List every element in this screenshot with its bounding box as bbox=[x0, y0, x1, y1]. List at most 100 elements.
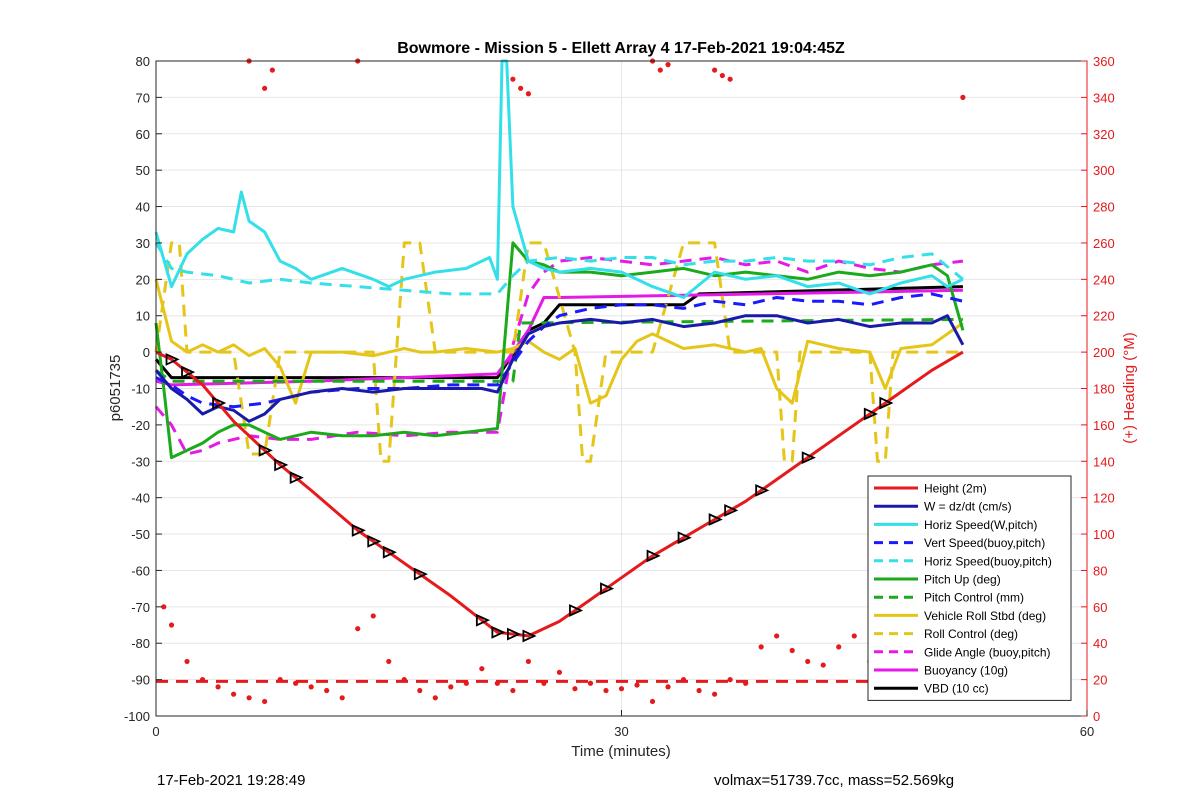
height-marker bbox=[522, 629, 537, 643]
heading-point bbox=[293, 680, 299, 686]
height-marker bbox=[801, 451, 816, 465]
right-axis: 3603403203002802602402202001801601401201… bbox=[1081, 54, 1115, 724]
left-axis: 80 70 60 50 40 30 20 10 0 -10 -20 -30 -40 -50 -60 -70 -8… bbox=[124, 54, 162, 724]
height-marker bbox=[677, 531, 692, 545]
heading-point bbox=[184, 658, 190, 665]
heading-point bbox=[417, 687, 423, 694]
heading-point bbox=[401, 677, 407, 683]
heading-point bbox=[479, 666, 485, 672]
height-marker bbox=[274, 458, 289, 472]
x-axis-label: Time (minutes) bbox=[571, 743, 670, 760]
heading-point bbox=[836, 644, 842, 650]
height-marker bbox=[351, 524, 366, 537]
y-axis-label-right: (+) Heading (°M) bbox=[1121, 332, 1138, 443]
heading-point bbox=[510, 687, 516, 694]
left-tick-label: 80 bbox=[136, 54, 150, 69]
right-tick-label: 360 bbox=[1093, 54, 1115, 69]
legend-label: Height (2m) bbox=[924, 482, 987, 496]
heading-point bbox=[805, 658, 811, 665]
heading-point bbox=[199, 677, 206, 683]
right-tick-label: 220 bbox=[1093, 309, 1115, 324]
height-marker bbox=[413, 567, 428, 581]
height-marker bbox=[646, 549, 661, 563]
heading-point bbox=[230, 691, 237, 697]
left-tick-label: 0 bbox=[143, 345, 150, 360]
left-tick-label: 20 bbox=[136, 272, 150, 287]
x-tick-label: 60 bbox=[1080, 724, 1094, 739]
heading-point bbox=[448, 684, 454, 690]
legend-label: Roll Control (deg) bbox=[924, 627, 1018, 641]
right-tick-label: 280 bbox=[1093, 200, 1115, 215]
height-marker bbox=[879, 396, 894, 410]
heading-point bbox=[851, 633, 857, 639]
heading-point bbox=[634, 682, 640, 688]
height-marker bbox=[475, 613, 491, 627]
series-layer bbox=[154, 58, 966, 705]
heading-point bbox=[960, 94, 966, 100]
heading-point bbox=[518, 85, 524, 91]
chart-title: Bowmore - Mission 5 - Ellett Array 4 17-… bbox=[397, 40, 845, 57]
right-tick-label: 140 bbox=[1093, 454, 1115, 469]
heading-point bbox=[432, 695, 438, 701]
x-axis: 0 30 60 bbox=[152, 710, 1094, 739]
left-tick-label: 10 bbox=[136, 309, 150, 324]
legend: Height (2m) W = dz/dt (cm/s) Horiz Speed(W… bbox=[867, 475, 1072, 701]
height-marker bbox=[258, 443, 273, 457]
heading-point bbox=[262, 85, 268, 91]
heading-point bbox=[168, 622, 175, 628]
heading-point bbox=[719, 72, 725, 79]
left-tick-label: 70 bbox=[136, 90, 150, 105]
heading-point bbox=[463, 680, 469, 686]
left-tick-label: 30 bbox=[136, 236, 150, 251]
right-tick-label: 20 bbox=[1093, 673, 1107, 688]
heading-point bbox=[712, 691, 718, 697]
height-marker bbox=[165, 352, 180, 366]
legend-label: Buoyancy (10g) bbox=[924, 664, 1008, 678]
heading-point bbox=[525, 658, 532, 665]
heading-point bbox=[541, 680, 547, 686]
heading-point bbox=[680, 677, 687, 683]
heading-point bbox=[215, 684, 221, 690]
height-markers bbox=[165, 352, 894, 643]
right-tick-label: 260 bbox=[1093, 236, 1115, 251]
heading-point bbox=[324, 687, 330, 694]
left-tick-label: 50 bbox=[136, 163, 150, 178]
heading-point bbox=[572, 686, 578, 692]
height-marker bbox=[181, 365, 196, 379]
right-tick-label: 40 bbox=[1093, 636, 1107, 651]
series-heading-wrapped bbox=[246, 58, 966, 100]
right-tick-label: 100 bbox=[1093, 527, 1115, 542]
heading-point bbox=[386, 658, 392, 665]
heading-point bbox=[370, 613, 376, 619]
legend-label: Vehicle Roll Stbd (deg) bbox=[924, 609, 1046, 623]
height-marker bbox=[506, 627, 522, 641]
heading-point bbox=[246, 695, 252, 701]
legend-label: Vert Speed(buoy,pitch) bbox=[924, 536, 1045, 550]
left-tick-label: -30 bbox=[131, 454, 150, 469]
footer-timestamp: 17-Feb-2021 19:28:49 bbox=[157, 772, 306, 789]
heading-point bbox=[603, 687, 609, 694]
height-marker bbox=[212, 396, 227, 410]
legend-label: Horiz Speed(buoy,pitch) bbox=[924, 554, 1052, 568]
height-marker bbox=[724, 504, 739, 517]
legend-label: Glide Angle (buoy,pitch) bbox=[924, 645, 1051, 659]
height-marker bbox=[863, 407, 878, 421]
height-marker bbox=[289, 471, 304, 485]
heading-point bbox=[657, 67, 663, 73]
series-roll-control-deg bbox=[154, 241, 963, 463]
height-marker bbox=[600, 582, 615, 596]
right-tick-label: 0 bbox=[1093, 709, 1100, 724]
left-tick-label: -50 bbox=[131, 527, 150, 542]
heading-point bbox=[556, 669, 563, 675]
left-tick-label: -70 bbox=[131, 600, 150, 615]
heading-point bbox=[774, 633, 780, 639]
footer-vehicle-info: volmax=51739.7cc, mass=52.569kg bbox=[714, 772, 955, 789]
right-tick-label: 240 bbox=[1093, 272, 1115, 287]
series-vbd-10-cc bbox=[154, 285, 963, 380]
heading-point bbox=[665, 684, 671, 690]
right-tick-label: 120 bbox=[1093, 491, 1115, 506]
x-tick-label: 30 bbox=[614, 724, 628, 739]
heading-point bbox=[269, 67, 275, 73]
height-marker bbox=[491, 625, 506, 639]
heading-point bbox=[665, 62, 671, 68]
